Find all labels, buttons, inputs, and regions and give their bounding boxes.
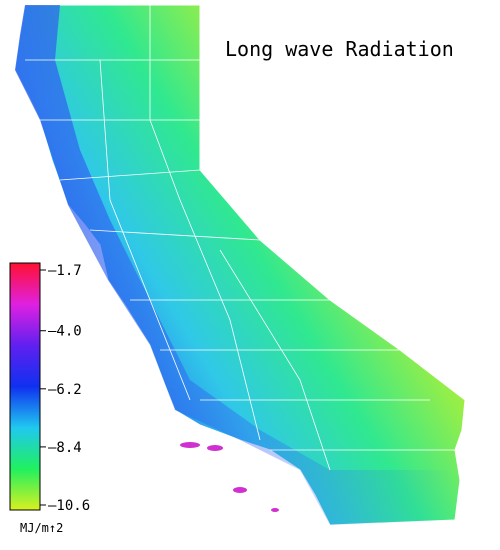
colorbar-ticks: –1.7 –4.0 –6.2 –8.4 –10.6 [40,263,90,514]
colorbar-tick-label: –4.0 [48,324,82,340]
colorbar-tick-label: –10.6 [48,498,90,514]
colorbar-tick-label: –8.4 [48,440,82,456]
state-shape [14,4,466,526]
colorbar-tick-label: –6.2 [48,382,82,398]
colorbar-tick-label: –1.7 [48,263,82,279]
coastal-band [15,5,455,525]
california-map [14,4,466,526]
county-lines [25,5,460,471]
colorbar-unit: MJ/m↑2 [20,521,63,535]
map-title: Long wave Radiation [225,37,454,61]
colorbar [9,262,41,511]
islands [180,442,279,512]
